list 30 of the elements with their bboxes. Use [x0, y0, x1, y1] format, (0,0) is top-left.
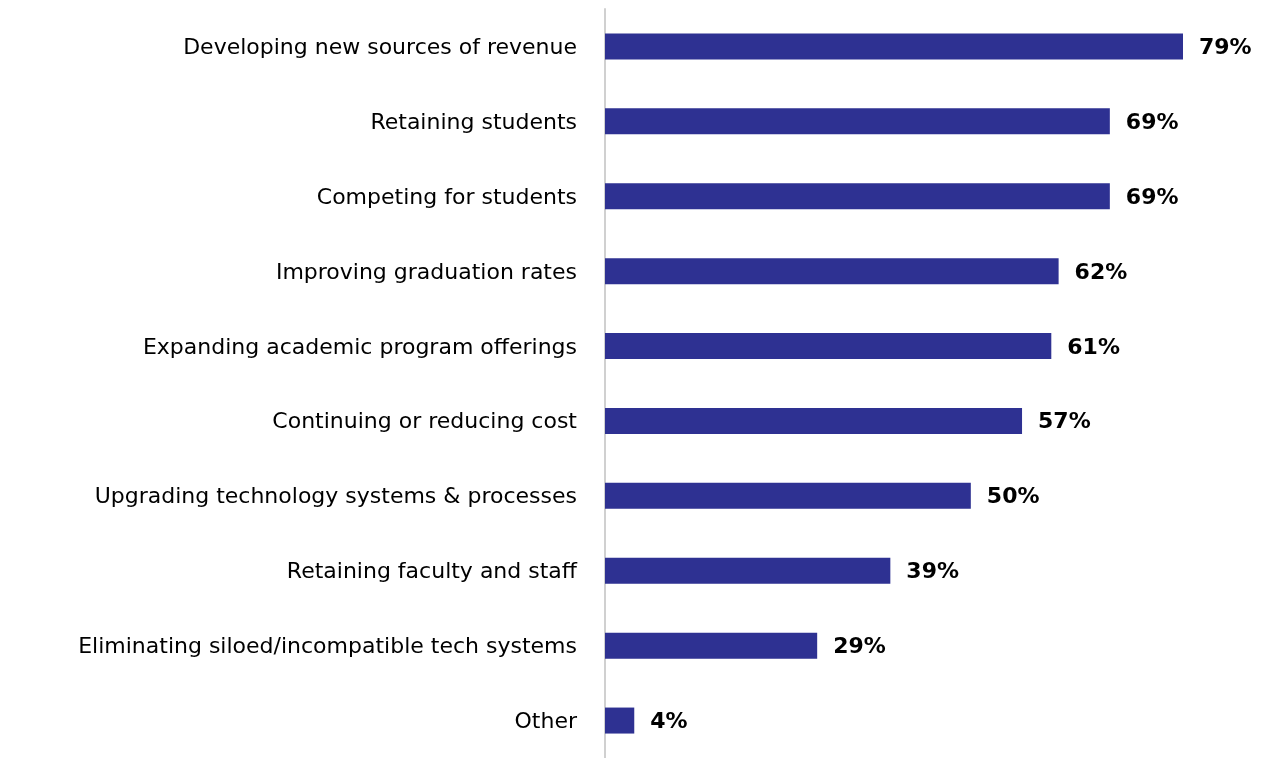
y-tick-label: Competing for students — [316, 183, 577, 209]
bar — [605, 407, 1023, 434]
data-label: 29% — [833, 633, 886, 659]
data-label: 69% — [1125, 108, 1179, 134]
bar — [605, 33, 1183, 60]
y-tick-label: Eliminating siloed/incompatible tech systems — [78, 633, 577, 659]
data-label: 4% — [650, 708, 688, 734]
data-label: 69% — [1125, 183, 1179, 209]
y-tick-label: Other — [514, 708, 578, 734]
bar — [605, 183, 1110, 210]
data-label: 79% — [1199, 33, 1252, 59]
data-label: 62% — [1074, 258, 1128, 284]
data-label: 50% — [986, 483, 1040, 509]
bar — [605, 632, 818, 659]
y-tick-label: Retaining faculty and staff — [286, 558, 578, 584]
y-tick-label: Developing new sources of revenue — [183, 33, 577, 59]
bar — [605, 482, 971, 509]
bar — [605, 108, 1110, 135]
data-label: 39% — [906, 558, 960, 584]
data-label: 61% — [1067, 333, 1120, 359]
bar — [605, 258, 1059, 285]
bar — [605, 707, 635, 734]
bar — [605, 557, 891, 584]
y-tick-label: Upgrading technology systems & processes — [94, 483, 577, 509]
y-tick-label: Retaining students — [370, 108, 577, 134]
data-label: 57% — [1038, 408, 1091, 434]
y-tick-label: Expanding academic program offerings — [142, 333, 577, 359]
y-tick-label: Continuing or reducing cost — [272, 408, 578, 434]
bar — [605, 333, 1052, 360]
y-tick-label: Improving graduation rates — [275, 258, 577, 284]
